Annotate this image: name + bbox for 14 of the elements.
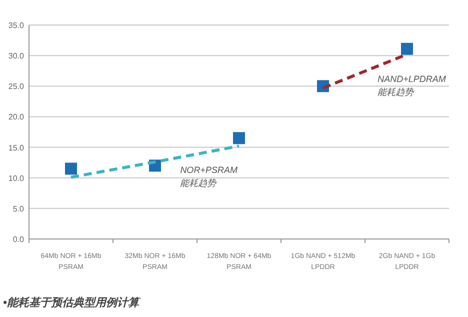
y-tick-label: 30.0 xyxy=(8,52,25,61)
y-tick-label: 5.0 xyxy=(12,204,25,214)
y-tick-label: 25.0 xyxy=(8,82,25,92)
y-tick-label: 15.0 xyxy=(8,143,25,152)
point xyxy=(401,42,413,55)
series-label: NAND+LPDRAM 能耗趋势 xyxy=(378,74,446,98)
series-label: NOR+PSRAM 能耗趋势 xyxy=(180,164,238,188)
point xyxy=(65,162,77,175)
y-tick-label: 35.0 xyxy=(8,21,25,30)
y-tick-label: 10.0 xyxy=(8,174,25,183)
y-tick-label: 0.0 xyxy=(12,235,25,244)
y-tick-label: 20.0 xyxy=(8,112,25,122)
point xyxy=(233,132,245,144)
text: •能耗基于预估典型用例计算 xyxy=(3,296,141,309)
